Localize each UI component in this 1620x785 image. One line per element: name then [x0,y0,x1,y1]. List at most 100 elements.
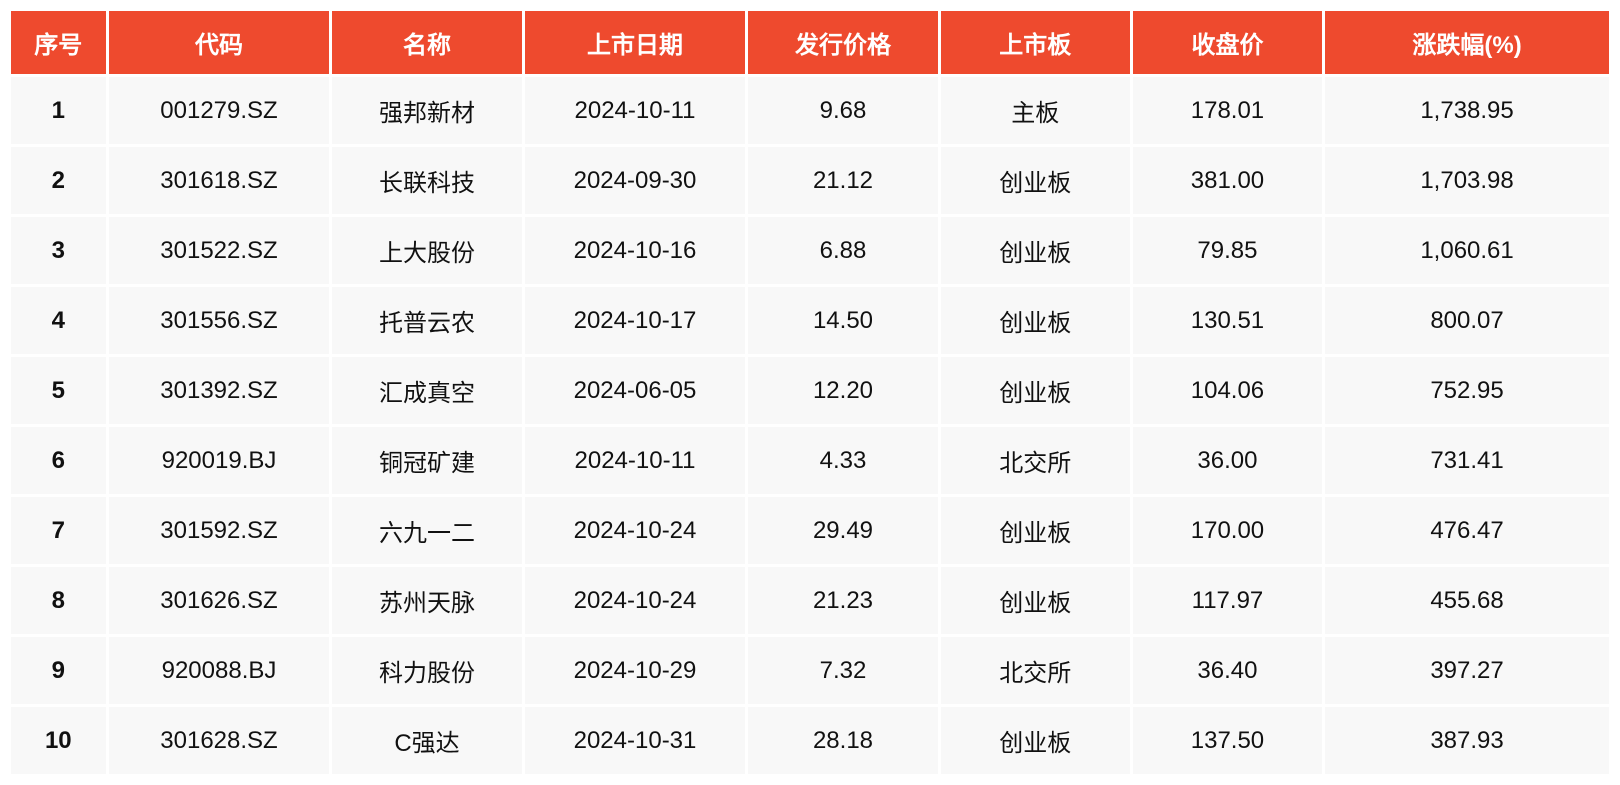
cell-seq: 1 [11,77,106,144]
cell-board: 北交所 [941,637,1130,704]
cell-board: 创业板 [941,217,1130,284]
col-header-close_px: 收盘价 [1133,11,1322,74]
cell-name: 汇成真空 [332,357,521,424]
table-row: 2301618.SZ长联科技2024-09-3021.12创业板381.001,… [11,147,1609,214]
table-row: 4301556.SZ托普云农2024-10-1714.50创业板130.5180… [11,287,1609,354]
cell-pct_chg: 752.95 [1325,357,1609,424]
cell-issue_px: 21.23 [748,567,937,634]
cell-board: 创业板 [941,497,1130,564]
col-header-pct_chg: 涨跌幅(%) [1325,11,1609,74]
stock-table: 序号代码名称上市日期发行价格上市板收盘价涨跌幅(%) 1001279.SZ强邦新… [8,8,1612,777]
cell-issue_px: 9.68 [748,77,937,144]
cell-seq: 3 [11,217,106,284]
cell-list_date: 2024-10-29 [525,637,746,704]
cell-pct_chg: 387.93 [1325,707,1609,774]
cell-pct_chg: 1,738.95 [1325,77,1609,144]
cell-code: 001279.SZ [109,77,330,144]
table-row: 10301628.SZC强达2024-10-3128.18创业板137.5038… [11,707,1609,774]
table-row: 3301522.SZ上大股份2024-10-166.88创业板79.851,06… [11,217,1609,284]
cell-list_date: 2024-10-31 [525,707,746,774]
cell-pct_chg: 1,060.61 [1325,217,1609,284]
cell-close_px: 36.00 [1133,427,1322,494]
cell-code: 301626.SZ [109,567,330,634]
cell-seq: 10 [11,707,106,774]
table-body: 1001279.SZ强邦新材2024-10-119.68主板178.011,73… [11,77,1609,774]
cell-name: 托普云农 [332,287,521,354]
cell-issue_px: 4.33 [748,427,937,494]
cell-issue_px: 21.12 [748,147,937,214]
col-header-issue_px: 发行价格 [748,11,937,74]
cell-list_date: 2024-10-17 [525,287,746,354]
cell-seq: 2 [11,147,106,214]
col-header-code: 代码 [109,11,330,74]
table-header: 序号代码名称上市日期发行价格上市板收盘价涨跌幅(%) [11,11,1609,74]
cell-issue_px: 28.18 [748,707,937,774]
cell-pct_chg: 1,703.98 [1325,147,1609,214]
cell-name: 科力股份 [332,637,521,704]
cell-pct_chg: 455.68 [1325,567,1609,634]
cell-issue_px: 7.32 [748,637,937,704]
cell-code: 301618.SZ [109,147,330,214]
cell-code: 920088.BJ [109,637,330,704]
cell-name: 铜冠矿建 [332,427,521,494]
col-header-seq: 序号 [11,11,106,74]
table-row: 8301626.SZ苏州天脉2024-10-2421.23创业板117.9745… [11,567,1609,634]
cell-issue_px: 12.20 [748,357,937,424]
table-row: 9920088.BJ科力股份2024-10-297.32北交所36.40397.… [11,637,1609,704]
cell-list_date: 2024-10-24 [525,567,746,634]
cell-issue_px: 29.49 [748,497,937,564]
col-header-list_date: 上市日期 [525,11,746,74]
cell-name: 苏州天脉 [332,567,521,634]
cell-list_date: 2024-10-16 [525,217,746,284]
cell-pct_chg: 397.27 [1325,637,1609,704]
col-header-board: 上市板 [941,11,1130,74]
cell-seq: 7 [11,497,106,564]
cell-seq: 6 [11,427,106,494]
cell-close_px: 178.01 [1133,77,1322,144]
cell-pct_chg: 731.41 [1325,427,1609,494]
cell-name: 强邦新材 [332,77,521,144]
cell-close_px: 117.97 [1133,567,1322,634]
cell-code: 301556.SZ [109,287,330,354]
cell-issue_px: 14.50 [748,287,937,354]
cell-code: 301392.SZ [109,357,330,424]
cell-board: 创业板 [941,357,1130,424]
cell-pct_chg: 800.07 [1325,287,1609,354]
cell-list_date: 2024-06-05 [525,357,746,424]
cell-issue_px: 6.88 [748,217,937,284]
table-row: 1001279.SZ强邦新材2024-10-119.68主板178.011,73… [11,77,1609,144]
cell-close_px: 36.40 [1133,637,1322,704]
table-row: 7301592.SZ六九一二2024-10-2429.49创业板170.0047… [11,497,1609,564]
cell-list_date: 2024-09-30 [525,147,746,214]
cell-close_px: 104.06 [1133,357,1322,424]
cell-seq: 4 [11,287,106,354]
cell-board: 创业板 [941,707,1130,774]
table-row: 6920019.BJ铜冠矿建2024-10-114.33北交所36.00731.… [11,427,1609,494]
cell-close_px: 137.50 [1133,707,1322,774]
cell-name: C强达 [332,707,521,774]
cell-seq: 8 [11,567,106,634]
cell-close_px: 170.00 [1133,497,1322,564]
cell-close_px: 381.00 [1133,147,1322,214]
cell-name: 长联科技 [332,147,521,214]
col-header-name: 名称 [332,11,521,74]
cell-code: 301592.SZ [109,497,330,564]
cell-board: 创业板 [941,287,1130,354]
cell-close_px: 79.85 [1133,217,1322,284]
cell-code: 920019.BJ [109,427,330,494]
cell-board: 创业板 [941,567,1130,634]
cell-close_px: 130.51 [1133,287,1322,354]
cell-board: 主板 [941,77,1130,144]
cell-list_date: 2024-10-24 [525,497,746,564]
cell-code: 301628.SZ [109,707,330,774]
cell-code: 301522.SZ [109,217,330,284]
cell-board: 北交所 [941,427,1130,494]
cell-name: 六九一二 [332,497,521,564]
cell-list_date: 2024-10-11 [525,427,746,494]
cell-board: 创业板 [941,147,1130,214]
cell-pct_chg: 476.47 [1325,497,1609,564]
cell-seq: 5 [11,357,106,424]
cell-list_date: 2024-10-11 [525,77,746,144]
table-row: 5301392.SZ汇成真空2024-06-0512.20创业板104.0675… [11,357,1609,424]
cell-name: 上大股份 [332,217,521,284]
